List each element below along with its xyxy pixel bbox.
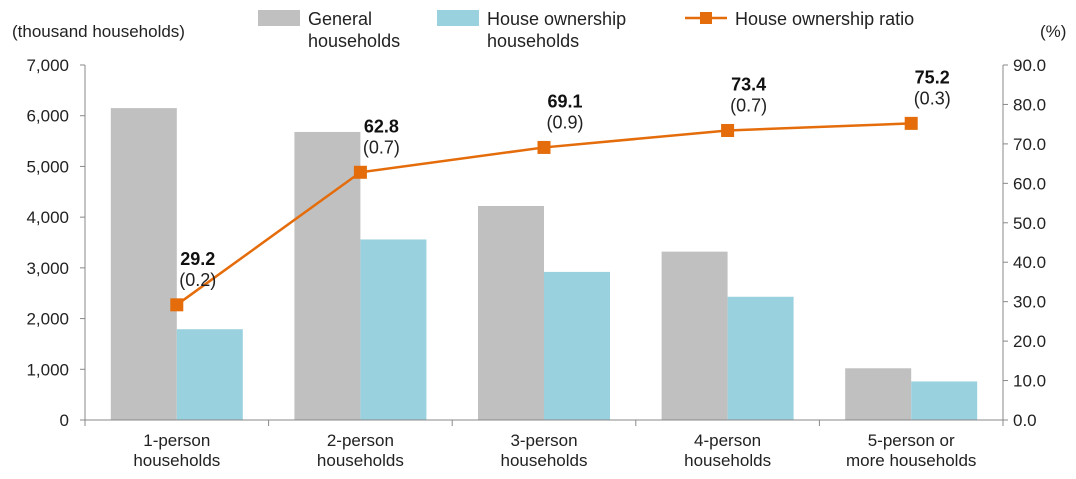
bar-general-households-3 [478, 205, 544, 420]
left-axis-tick-label: 0 [60, 411, 69, 430]
right-axis-tick-label: 50.0 [1013, 214, 1046, 233]
right-axis-tick-label: 10.0 [1013, 372, 1046, 391]
ratio-value-label: 69.1 [547, 91, 582, 111]
x-axis-category-label: more households [846, 451, 976, 470]
x-axis-category-label: 5-person or [868, 431, 955, 450]
ratio-change-label: (0.2) [179, 270, 216, 290]
legend-swatch-2 [437, 10, 479, 26]
legend-swatch-1 [258, 10, 300, 26]
right-axis-tick-label: 20.0 [1013, 332, 1046, 351]
right-axis-tick-label: 80.0 [1013, 95, 1046, 114]
x-axis-category-label: 2-person [327, 431, 394, 450]
bar-general-households-4 [661, 251, 728, 420]
left-axis-tick-label: 3,000 [26, 259, 69, 278]
ratio-change-label: (0.3) [914, 88, 951, 108]
ratio-value-label: 73.4 [731, 74, 766, 94]
bar-house-ownership-households-5 [911, 381, 978, 420]
right-axis-tick-label: 90.0 [1013, 56, 1046, 75]
left-axis-tick-label: 6,000 [26, 107, 69, 126]
legend-marker-swatch [700, 12, 712, 24]
bar-general-households-1 [110, 108, 177, 420]
x-axis-category-label: households [317, 451, 404, 470]
bar-house-ownership-households-3 [544, 271, 610, 420]
legend-label: House ownership [487, 9, 626, 29]
left-axis-tick-label: 5,000 [26, 157, 69, 176]
ratio-change-label: (0.7) [363, 137, 400, 157]
x-axis-category-label: households [684, 451, 771, 470]
bar-house-ownership-households-2 [360, 239, 427, 420]
x-axis-category-label: 4-person [694, 431, 761, 450]
ratio-marker-1 [170, 298, 184, 312]
x-axis-category-label: 3-person [510, 431, 577, 450]
right-axis-unit-label: (%) [1040, 22, 1066, 41]
bar-house-ownership-households-1 [176, 329, 243, 420]
right-axis-tick-label: 70.0 [1013, 135, 1046, 154]
legend-label: General [308, 9, 372, 29]
bar-house-ownership-households-4 [727, 296, 794, 420]
ratio-marker-2 [353, 165, 367, 179]
legend-label: households [308, 31, 400, 51]
bar-general-households-5 [845, 368, 912, 420]
left-axis-tick-label: 7,000 [26, 56, 69, 75]
legend-label: households [487, 31, 579, 51]
left-axis-tick-label: 2,000 [26, 310, 69, 329]
ratio-value-label: 75.2 [915, 67, 950, 87]
x-axis-category-label: households [501, 451, 588, 470]
left-axis-unit-label: (thousand households) [12, 22, 185, 41]
ratio-value-label: 29.2 [180, 249, 215, 269]
ratio-marker-4 [721, 123, 735, 137]
x-axis-category-label: households [133, 451, 220, 470]
ratio-value-label: 62.8 [364, 116, 399, 136]
right-axis-tick-label: 30.0 [1013, 293, 1046, 312]
right-axis-tick-label: 60.0 [1013, 174, 1046, 193]
ratio-change-label: (0.9) [546, 112, 583, 132]
left-axis-tick-label: 4,000 [26, 208, 69, 227]
right-axis-tick-label: 0.0 [1013, 411, 1037, 430]
right-axis-tick-label: 40.0 [1013, 253, 1046, 272]
left-axis-tick-label: 1,000 [26, 360, 69, 379]
ratio-change-label: (0.7) [730, 95, 767, 115]
legend-label: House ownership ratio [735, 9, 914, 29]
bar-general-households-2 [294, 131, 361, 420]
x-axis-category-label: 1-person [143, 431, 210, 450]
ratio-marker-3 [537, 140, 551, 154]
ratio-marker-5 [904, 116, 918, 130]
